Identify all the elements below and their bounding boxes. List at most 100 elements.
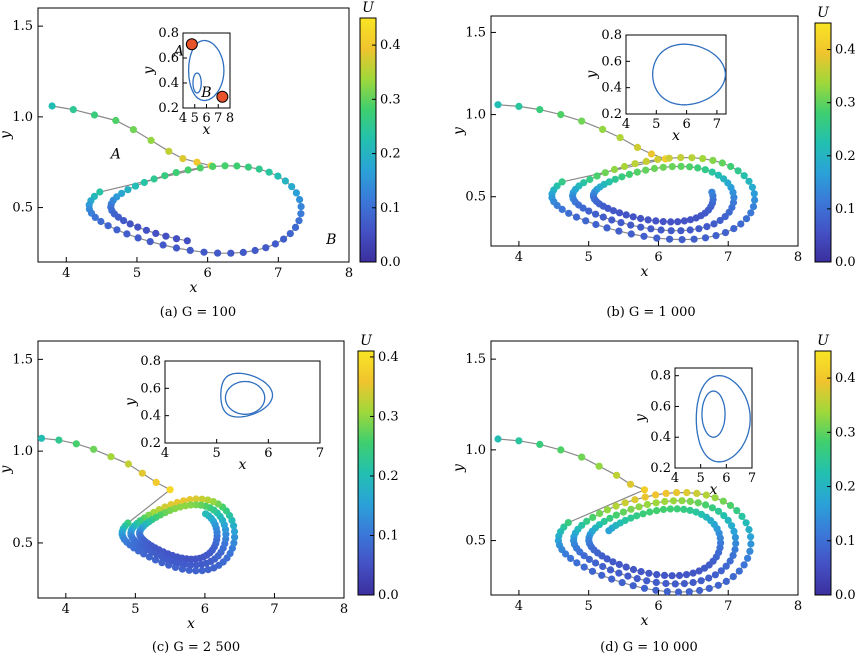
inset-orbit-line bbox=[701, 390, 726, 438]
x-tick-label: 8 bbox=[340, 602, 348, 617]
scatter-point bbox=[621, 499, 629, 507]
scatter-point bbox=[686, 163, 694, 171]
colorbar-tick-label: 0.4 bbox=[378, 350, 399, 365]
scatter-point bbox=[198, 495, 206, 503]
scatter-point bbox=[714, 581, 722, 589]
inset-y-tick-label: 0.8 bbox=[140, 354, 161, 369]
scatter-point bbox=[131, 182, 140, 190]
scatter-point bbox=[652, 578, 660, 586]
point-label: A bbox=[109, 147, 121, 163]
scatter-point bbox=[701, 234, 710, 242]
scatter-point bbox=[714, 507, 723, 515]
scatter-point bbox=[164, 555, 172, 563]
scatter-point bbox=[718, 159, 726, 167]
scatter-point bbox=[204, 566, 212, 574]
scatter-point bbox=[152, 478, 160, 486]
scatter-point bbox=[705, 584, 713, 592]
inset-y-tick-label: 0.4 bbox=[601, 81, 622, 96]
scatter-point bbox=[692, 508, 700, 516]
scatter-point bbox=[557, 111, 565, 119]
scatter-point bbox=[635, 503, 643, 511]
scatter-point bbox=[582, 217, 590, 225]
scatter-point bbox=[666, 235, 674, 243]
inset-x-tick-label: 4 bbox=[161, 446, 169, 461]
scatter-point bbox=[730, 527, 738, 535]
scatter-point bbox=[48, 102, 56, 110]
scatter-point bbox=[251, 246, 259, 255]
x-tick-label: 5 bbox=[585, 250, 593, 265]
inset-x-tick-label: 5 bbox=[652, 117, 660, 132]
colorbar-tick-label: 0.1 bbox=[378, 528, 399, 543]
scatter-point bbox=[593, 172, 601, 180]
scatter-point bbox=[255, 165, 263, 173]
scatter-point bbox=[673, 505, 681, 513]
scatter-point bbox=[689, 569, 697, 577]
colorbar bbox=[359, 17, 377, 263]
scatter-point bbox=[674, 218, 682, 226]
y-tick-label: 1.0 bbox=[465, 108, 486, 123]
scatter-point bbox=[708, 168, 716, 176]
y-axis-label: y bbox=[451, 126, 467, 136]
colorbar-tick-label: 0.4 bbox=[835, 43, 856, 58]
scatter-point bbox=[722, 562, 730, 570]
colorbar-tick-label: 0.1 bbox=[835, 534, 856, 549]
scatter-point bbox=[689, 578, 697, 587]
scatter-point bbox=[710, 220, 718, 228]
scatter-point bbox=[667, 218, 675, 226]
scatter-point bbox=[142, 226, 150, 234]
x-tick-label: 6 bbox=[654, 599, 662, 614]
scatter-point bbox=[701, 166, 709, 174]
scatter-point bbox=[265, 168, 273, 176]
inset-x-tick-label: 5 bbox=[191, 111, 199, 126]
scatter-point bbox=[192, 495, 200, 503]
scatter-point bbox=[112, 116, 120, 125]
scatter-point bbox=[615, 227, 623, 235]
scatter-point bbox=[627, 505, 635, 513]
colorbar bbox=[357, 350, 375, 596]
scatter-point bbox=[150, 175, 158, 183]
scatter-point bbox=[592, 210, 600, 218]
colorbar-label: U bbox=[362, 0, 375, 16]
inset-frame bbox=[625, 34, 727, 115]
inset-x-tick-label: 6 bbox=[202, 111, 210, 126]
colorbar-tick-label: 0.2 bbox=[378, 469, 399, 484]
x-axis-label: x bbox=[641, 613, 649, 629]
inset-x-tick-label: 6 bbox=[682, 117, 690, 132]
scatter-point bbox=[90, 111, 99, 119]
scatter-point bbox=[589, 513, 597, 521]
scatter-point bbox=[675, 571, 684, 580]
scatter-point bbox=[663, 588, 671, 596]
scatter-point bbox=[120, 217, 128, 225]
scatter-point bbox=[697, 577, 705, 585]
scatter-point bbox=[185, 566, 193, 574]
scatter-point bbox=[599, 562, 607, 571]
x-tick-label: 6 bbox=[654, 250, 662, 265]
x-tick-label: 4 bbox=[62, 266, 70, 281]
scatter-point bbox=[618, 579, 626, 587]
scatter-point bbox=[204, 496, 212, 504]
scatter-point bbox=[90, 445, 98, 453]
scatter-point bbox=[55, 436, 63, 444]
scatter-point bbox=[640, 486, 649, 494]
scatter-point bbox=[677, 162, 685, 170]
colorbar-tick-label: 0.4 bbox=[835, 371, 856, 386]
scatter-point bbox=[233, 162, 241, 170]
scatter-point bbox=[665, 154, 673, 162]
scatter-point bbox=[730, 225, 738, 233]
scatter-point bbox=[745, 526, 753, 534]
scatter-point bbox=[690, 235, 698, 243]
scatter-point bbox=[693, 489, 701, 497]
scatter-point bbox=[659, 163, 667, 171]
scatter-point bbox=[680, 217, 688, 225]
scatter-point bbox=[580, 552, 588, 560]
scatter-point bbox=[200, 248, 208, 256]
inset-y-tick-label: 0.8 bbox=[158, 26, 179, 41]
scatter-point bbox=[564, 519, 572, 527]
scatter-point bbox=[716, 216, 724, 225]
y-tick-label: 1.5 bbox=[12, 352, 33, 367]
colorbar-tick-label: 0.1 bbox=[835, 202, 856, 217]
scatter-point bbox=[230, 522, 238, 530]
caption-d: (d) G = 10 000 bbox=[600, 640, 698, 655]
scatter-point bbox=[494, 435, 502, 443]
scatter-point bbox=[697, 510, 706, 518]
